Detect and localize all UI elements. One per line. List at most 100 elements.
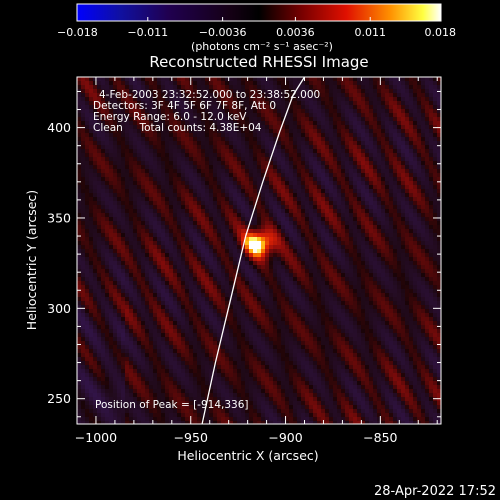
heatmap-cell — [205, 157, 210, 162]
heatmap-cell — [321, 181, 326, 186]
heatmap-cell — [265, 289, 270, 294]
heatmap-cell — [329, 277, 334, 282]
heatmap-cell — [173, 221, 178, 226]
heatmap-cell — [309, 213, 314, 218]
heatmap-cell — [181, 185, 186, 190]
heatmap-cell — [133, 277, 138, 282]
heatmap-cell — [241, 233, 246, 238]
heatmap-cell — [89, 101, 94, 106]
heatmap-cell — [405, 81, 410, 86]
heatmap-cell — [225, 177, 230, 182]
heatmap-cell — [365, 213, 370, 218]
heatmap-cell — [293, 133, 298, 138]
heatmap-cell — [181, 201, 186, 206]
heatmap-cell — [125, 197, 130, 202]
heatmap-cell — [189, 125, 194, 130]
heatmap-cell — [257, 289, 262, 294]
heatmap-cell — [401, 281, 406, 286]
heatmap-cell — [377, 81, 382, 86]
heatmap-cell — [293, 157, 298, 162]
heatmap-cell — [301, 101, 306, 106]
heatmap-cell — [393, 153, 398, 158]
heatmap-cell — [217, 237, 222, 242]
heatmap-cell — [257, 181, 262, 186]
heatmap-cell — [437, 141, 441, 146]
heatmap-cell — [405, 109, 410, 114]
heatmap-cell — [165, 289, 170, 294]
heatmap-cell — [77, 189, 82, 194]
heatmap-cell — [373, 221, 378, 226]
heatmap-cell — [109, 121, 114, 126]
heatmap-cell — [189, 205, 194, 210]
heatmap-cell — [105, 277, 110, 282]
heatmap-cell — [93, 165, 98, 170]
heatmap-cell — [109, 205, 114, 210]
heatmap-cell — [433, 117, 438, 122]
heatmap-cell — [137, 213, 142, 218]
heatmap-cell — [169, 85, 174, 90]
heatmap-cell — [425, 209, 430, 214]
heatmap-cell — [217, 101, 222, 106]
heatmap-cell — [185, 117, 190, 122]
heatmap-cell — [81, 93, 86, 98]
heatmap-cell — [169, 125, 174, 130]
heatmap-cell — [89, 165, 94, 170]
heatmap-cell — [193, 277, 198, 282]
heatmap-cell — [269, 141, 274, 146]
heatmap-cell — [201, 285, 206, 290]
heatmap-cell — [341, 101, 346, 106]
heatmap-cell — [201, 189, 206, 194]
heatmap-cell — [417, 101, 422, 106]
heatmap-cell — [249, 181, 254, 186]
heatmap-cell — [117, 281, 122, 286]
heatmap-cell — [221, 281, 226, 286]
heatmap-cell — [77, 245, 82, 250]
heatmap-cell — [113, 129, 118, 134]
heatmap-cell — [261, 101, 266, 106]
heatmap-cell — [165, 93, 170, 98]
heatmap-cell — [281, 249, 286, 254]
heatmap-cell — [317, 261, 322, 266]
heatmap-cell — [193, 113, 198, 118]
heatmap-cell — [317, 257, 322, 262]
heatmap-cell — [325, 241, 330, 246]
heatmap-cell — [169, 269, 174, 274]
heatmap-cell — [177, 217, 182, 222]
heatmap-cell — [401, 89, 406, 94]
heatmap-cell — [249, 253, 254, 258]
heatmap-cell — [101, 153, 106, 158]
heatmap-cell — [405, 281, 410, 286]
heatmap-cell — [301, 241, 306, 246]
heatmap-cell — [277, 129, 282, 134]
heatmap-cell — [237, 277, 242, 282]
heatmap-cell — [189, 149, 194, 154]
heatmap-cell — [401, 81, 406, 86]
heatmap-cell — [193, 209, 198, 214]
heatmap-cell — [261, 117, 266, 122]
heatmap-cell — [229, 253, 234, 258]
heatmap-cell — [169, 149, 174, 154]
heatmap-cell — [109, 177, 114, 182]
heatmap-cell — [145, 153, 150, 158]
heatmap-cell — [221, 197, 226, 202]
heatmap-cell — [293, 209, 298, 214]
heatmap-cell — [221, 285, 226, 290]
heatmap-cell — [349, 169, 354, 174]
heatmap-cell — [189, 133, 194, 138]
heatmap-cell — [357, 137, 362, 142]
heatmap-cell — [373, 165, 378, 170]
heatmap-cell — [261, 201, 266, 206]
heatmap-cell — [249, 149, 254, 154]
heatmap-cell — [369, 257, 374, 262]
heatmap-cell — [221, 173, 226, 178]
heatmap-cell — [145, 229, 150, 234]
heatmap-cell — [245, 281, 250, 286]
heatmap-cell — [109, 229, 114, 234]
heatmap-cell — [297, 225, 302, 230]
heatmap-cell — [221, 293, 226, 298]
heatmap-cell — [325, 245, 330, 250]
heatmap-cell — [373, 205, 378, 210]
heatmap-cell — [277, 181, 282, 186]
heatmap-cell — [245, 133, 250, 138]
heatmap-cell — [345, 161, 350, 166]
